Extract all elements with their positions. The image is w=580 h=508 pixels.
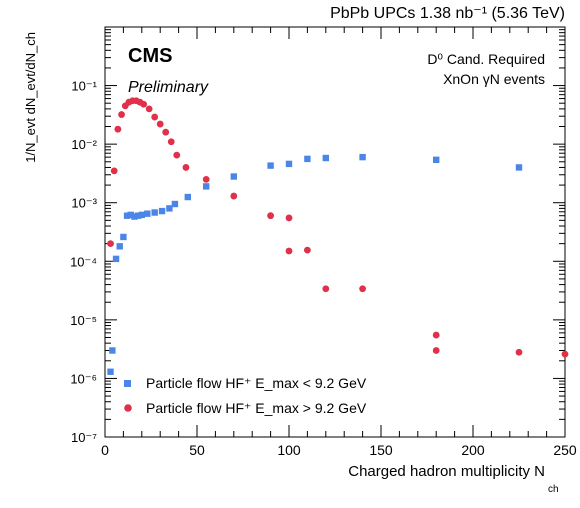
series-2 <box>107 97 569 358</box>
y-tick-label: 10⁻⁶ <box>70 371 97 386</box>
x-tick-label: 250 <box>553 442 577 458</box>
data-point-square <box>304 155 311 163</box>
y-tick-label: 10⁻³ <box>71 196 97 211</box>
data-point-square <box>433 156 440 164</box>
data-point-circle <box>182 164 190 171</box>
data-point-square <box>127 211 134 219</box>
data-point-square <box>230 173 237 180</box>
data-point-circle <box>432 331 440 339</box>
data-point-circle <box>167 138 175 146</box>
data-point-square <box>322 154 329 162</box>
data-point-square <box>359 153 366 161</box>
data-point-square <box>144 210 151 217</box>
data-point-square <box>131 213 138 220</box>
data-point-circle <box>140 100 148 108</box>
data-point-square <box>138 211 145 219</box>
y-tick-label: 10⁻⁵ <box>70 313 97 328</box>
data-point-circle <box>151 113 159 121</box>
x-tick-label: 150 <box>369 442 393 458</box>
annotation-line-2: XnOn γN events <box>443 71 545 87</box>
data-point-circle <box>515 348 523 356</box>
x-tick-label: 0 <box>101 442 109 458</box>
data-point-circle <box>561 350 569 358</box>
data-point-square <box>285 160 293 168</box>
y-tick-label: 10⁻² <box>71 137 97 152</box>
series-1 <box>107 153 523 375</box>
data-point-circle <box>322 285 330 293</box>
x-tick-label: 100 <box>277 442 301 458</box>
data-point-square <box>267 162 274 169</box>
data-point-square <box>515 164 523 171</box>
y-axis-label: 1/N_evt dN_evt/dN_ch <box>23 32 38 163</box>
x-tick-label: 50 <box>189 442 205 458</box>
data-point-square <box>120 233 127 241</box>
data-point-square <box>116 243 123 250</box>
x-tick-labels: 0 50 100 150 200 250 <box>101 442 577 458</box>
y-tick-label: 10⁻¹ <box>71 79 97 94</box>
legend-marker-circle <box>124 404 132 412</box>
data-point-square <box>123 212 131 219</box>
data-point-square <box>166 205 173 212</box>
data-point-circle <box>359 285 366 293</box>
legend-label-2: Particle flow HF⁺ E_max > 9.2 GeV <box>146 400 367 416</box>
y-tick-label: 10⁻⁴ <box>70 254 97 269</box>
y-tick-label: 10⁻⁷ <box>71 430 97 445</box>
experiment-label: CMS <box>128 45 172 67</box>
data-point-circle <box>285 247 293 255</box>
data-point-circle <box>114 125 122 133</box>
series-layer <box>107 97 569 375</box>
data-point-circle <box>230 192 238 200</box>
status-label: Preliminary <box>128 79 209 96</box>
data-point-square <box>107 368 114 375</box>
data-point-circle <box>432 347 440 354</box>
data-point-square <box>109 347 116 354</box>
data-point-square <box>203 183 210 190</box>
plot-frame <box>104 26 566 438</box>
x-axis-label-subscript: ch <box>548 484 559 495</box>
data-point-square <box>134 212 142 219</box>
data-point-circle <box>156 120 164 128</box>
data-point-circle <box>285 214 293 222</box>
axis-ticks <box>104 27 566 438</box>
data-point-circle <box>173 151 181 159</box>
data-point-square <box>171 200 179 208</box>
chart-title: PbPb UPCs 1.38 nb⁻¹ (5.36 TeV) <box>330 5 565 22</box>
data-point-circle <box>145 105 153 113</box>
data-point-circle <box>118 111 125 118</box>
data-point-circle <box>304 246 311 254</box>
data-point-circle <box>110 167 118 175</box>
legend: Particle flow HF⁺ E_max < 9.2 GeV Partic… <box>124 375 367 416</box>
data-point-circle <box>107 240 114 248</box>
data-point-square <box>184 193 191 201</box>
data-point-circle <box>202 176 210 183</box>
x-axis-label: Charged hadron multiplicity N <box>348 463 545 480</box>
y-tick-labels: 10⁻⁷ 10⁻⁶ 10⁻⁵ 10⁻⁴ 10⁻³ 10⁻² 10⁻¹ <box>70 79 98 445</box>
data-point-square <box>112 255 120 263</box>
annotation-line-1: D⁰ Cand. Required <box>427 51 545 67</box>
x-tick-label: 200 <box>461 442 485 458</box>
legend-label-1: Particle flow HF⁺ E_max < 9.2 GeV <box>146 375 367 391</box>
data-point-square <box>151 209 158 216</box>
data-point-circle <box>162 128 170 136</box>
data-point-square <box>158 207 166 215</box>
data-point-circle <box>267 212 274 220</box>
legend-marker-square <box>124 380 131 387</box>
